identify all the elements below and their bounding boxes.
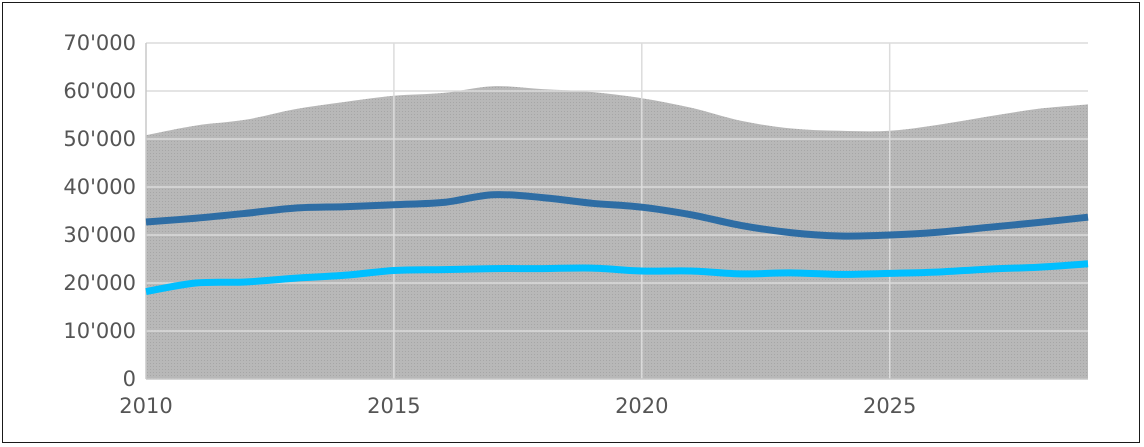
y-axis-ticks: 0 10'000 20'000 30'000 40'000 50'000 60'000 70'… — [63, 31, 136, 391]
y-tick-label: 60'000 — [63, 79, 136, 103]
x-tick-label: 2020 — [615, 394, 668, 418]
y-tick-label: 0 — [123, 367, 136, 391]
chart-svg: 2010 2015 2020 2025 0 10'000 20'000 30'000 40'0… — [63, 31, 1089, 418]
x-tick-label: 2015 — [367, 394, 420, 418]
x-tick-label: 2025 — [863, 394, 916, 418]
y-tick-label: 30'000 — [63, 223, 136, 247]
area-series-1 — [146, 86, 1088, 379]
x-axis-ticks: 2010 2015 2020 2025 — [119, 394, 916, 418]
x-tick-label: 2010 — [119, 394, 172, 418]
y-tick-label: 50'000 — [63, 127, 136, 151]
plot-area — [145, 42, 1089, 380]
y-tick-label: 40'000 — [63, 175, 136, 199]
y-tick-label: 20'000 — [63, 271, 136, 295]
line-series-2 — [145, 260, 1089, 296]
y-tick-label: 10'000 — [63, 319, 136, 343]
y-tick-label: 70'000 — [63, 31, 136, 55]
line-series-1 — [145, 191, 1089, 240]
